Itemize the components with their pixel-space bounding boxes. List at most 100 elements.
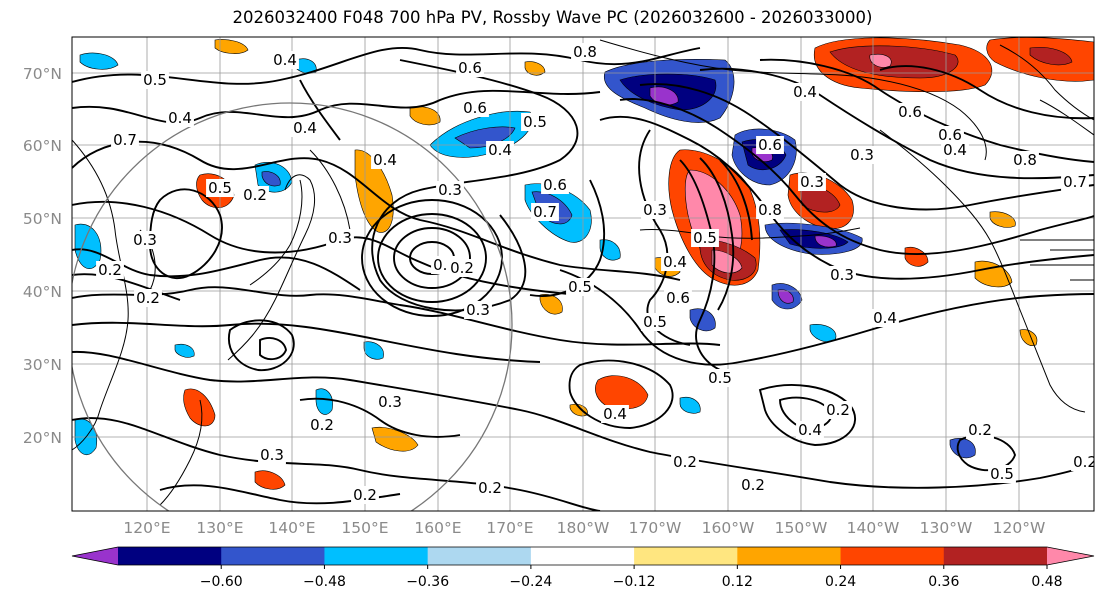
contour-label: 0.4 xyxy=(293,119,317,137)
longitude-label: 170°W xyxy=(629,519,682,537)
colorbar-tick-label: 0.12 xyxy=(722,574,753,590)
map-frame xyxy=(71,36,1095,512)
positive-anomaly xyxy=(989,211,1016,228)
contour-label: 0.2 xyxy=(968,421,992,439)
coastline xyxy=(1020,239,1094,281)
contour-label-background xyxy=(671,453,699,471)
map-title: 2026032400 F048 700 hPa PV, Rossby Wave … xyxy=(232,8,873,27)
coastline xyxy=(1039,99,1094,136)
contour-label: 0.8 xyxy=(573,43,597,61)
contour-label: 0.5 xyxy=(568,278,592,296)
pv-contour xyxy=(699,157,735,311)
colorbar-ticks: −0.60 −0.48 −0.36 −0.24 −0.12 0.12 0.24 0.36 0.4… xyxy=(200,565,1063,590)
contour-label: 0.4 xyxy=(663,253,687,271)
contour-label-background xyxy=(131,231,159,249)
coastline xyxy=(227,174,316,361)
contour-label-background xyxy=(566,278,594,296)
longitude-label: 130°E xyxy=(196,519,243,537)
contour-label: 0.6 xyxy=(458,59,482,77)
pv-contour xyxy=(72,140,681,281)
contour-label-background xyxy=(464,301,492,319)
contour-labels: 0.4 0.5 0.7 0.4 0.6 0.8 0.4 0.6 0.4 0.5 0.3 0.5 0.3 0… xyxy=(96,43,1097,504)
positive-anomaly xyxy=(711,249,743,274)
negative-anomaly xyxy=(599,239,621,261)
colorbar-segment xyxy=(634,547,738,565)
contour-label-background xyxy=(206,179,234,197)
contour-label-background xyxy=(739,476,767,494)
contour-label-background xyxy=(871,309,899,327)
positive-anomaly xyxy=(254,470,286,490)
contour-label-background xyxy=(271,51,299,69)
contour-label-background xyxy=(351,486,379,504)
contour-label: 0.4 xyxy=(798,421,822,439)
pv-contour xyxy=(299,397,461,438)
negative-anomaly xyxy=(261,171,281,187)
pv-contour xyxy=(568,359,674,429)
negative-anomaly xyxy=(689,308,716,332)
longitude-label: 140°E xyxy=(268,519,315,537)
negative-anomaly xyxy=(363,341,384,360)
contour-label: 0.3 xyxy=(830,266,854,284)
contour-label-background xyxy=(828,266,856,284)
contour-label-background xyxy=(848,146,876,164)
negative-anomaly xyxy=(649,86,679,106)
colorbar-tick-label: 0.48 xyxy=(1031,574,1062,590)
contour-label-background xyxy=(241,186,269,204)
contour-label-background xyxy=(141,71,169,89)
pv-contour xyxy=(72,46,701,85)
colorbar xyxy=(71,546,1095,566)
contour-label: 0.2 xyxy=(741,476,765,494)
colorbar-outline xyxy=(71,546,1095,566)
contour-label: 0.3 xyxy=(260,446,284,464)
pv-contour xyxy=(619,98,1094,256)
coastline xyxy=(159,399,203,506)
pv-contour xyxy=(377,213,487,303)
positive-anomaly xyxy=(904,247,929,267)
contour-label-background xyxy=(798,173,826,191)
colorbar-segment xyxy=(427,547,532,565)
negative-anomaly xyxy=(809,324,837,342)
longitude-label: 180°W xyxy=(557,519,610,537)
positive-anomaly xyxy=(869,53,892,68)
pv-contour xyxy=(639,83,1094,211)
pv-contour xyxy=(758,384,856,446)
pv-contour xyxy=(529,179,606,297)
contour-label-background xyxy=(988,465,1016,483)
pv-contour xyxy=(72,89,601,124)
coastline xyxy=(879,129,1086,413)
colorbar-segment xyxy=(737,547,842,565)
contour-label-background xyxy=(1071,453,1094,471)
contour-label-background xyxy=(706,369,734,387)
colorbar-segment xyxy=(221,547,325,565)
contour-label-background xyxy=(461,99,489,117)
pv-contour xyxy=(72,351,1094,489)
contour-label-background xyxy=(111,131,139,149)
longitude-label: 140°W xyxy=(847,519,900,537)
contour-label: 0.4 xyxy=(873,309,897,327)
contour-label-background xyxy=(641,201,669,219)
contour-label: 0.2 xyxy=(1073,453,1097,471)
contour-label-background xyxy=(1061,173,1089,191)
colorbar-tick-label: −0.60 xyxy=(200,574,243,590)
contour-label: 0.5 xyxy=(523,113,547,131)
contour-label-background xyxy=(476,479,504,497)
contour-label: 0.3 xyxy=(328,229,352,247)
pv-contour xyxy=(72,286,721,346)
contour-label: 0.7 xyxy=(533,203,557,221)
contour-label: 0.2 xyxy=(826,401,850,419)
contour-label-background xyxy=(756,136,784,154)
coastline xyxy=(249,179,303,286)
longitude-label: 120°W xyxy=(993,519,1046,537)
contour-label: 0.5 xyxy=(143,71,167,89)
contour-label: 0.4 xyxy=(488,141,512,159)
contour-label-background xyxy=(936,126,964,144)
colorbar-segment xyxy=(324,547,429,565)
coastline xyxy=(309,149,351,231)
longitude-label: 170°E xyxy=(486,519,533,537)
longitude-labels: 120°E 130°E 140°E 150°E 160°E 170°E 180°W 170°W… xyxy=(123,519,1045,537)
contour-label-background xyxy=(966,421,994,439)
contour-label-background xyxy=(641,313,669,331)
contour-label: 0.6 xyxy=(463,99,487,117)
latitude-label: 60°N xyxy=(23,137,62,155)
contour-label: 0.5 xyxy=(990,465,1014,483)
